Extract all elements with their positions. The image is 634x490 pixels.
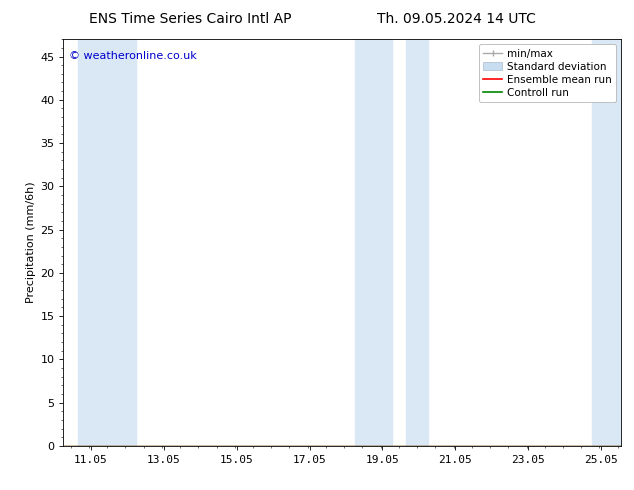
Bar xyxy=(78,39,136,446)
Text: Th. 09.05.2024 14 UTC: Th. 09.05.2024 14 UTC xyxy=(377,12,536,26)
Y-axis label: Precipitation (mm/6h): Precipitation (mm/6h) xyxy=(26,182,36,303)
Text: © weatheronline.co.uk: © weatheronline.co.uk xyxy=(69,51,197,61)
Text: ENS Time Series Cairo Intl AP: ENS Time Series Cairo Intl AP xyxy=(89,12,292,26)
Legend: min/max, Standard deviation, Ensemble mean run, Controll run: min/max, Standard deviation, Ensemble me… xyxy=(479,45,616,102)
Bar xyxy=(592,39,621,446)
Bar xyxy=(355,39,392,446)
Bar xyxy=(406,39,428,446)
